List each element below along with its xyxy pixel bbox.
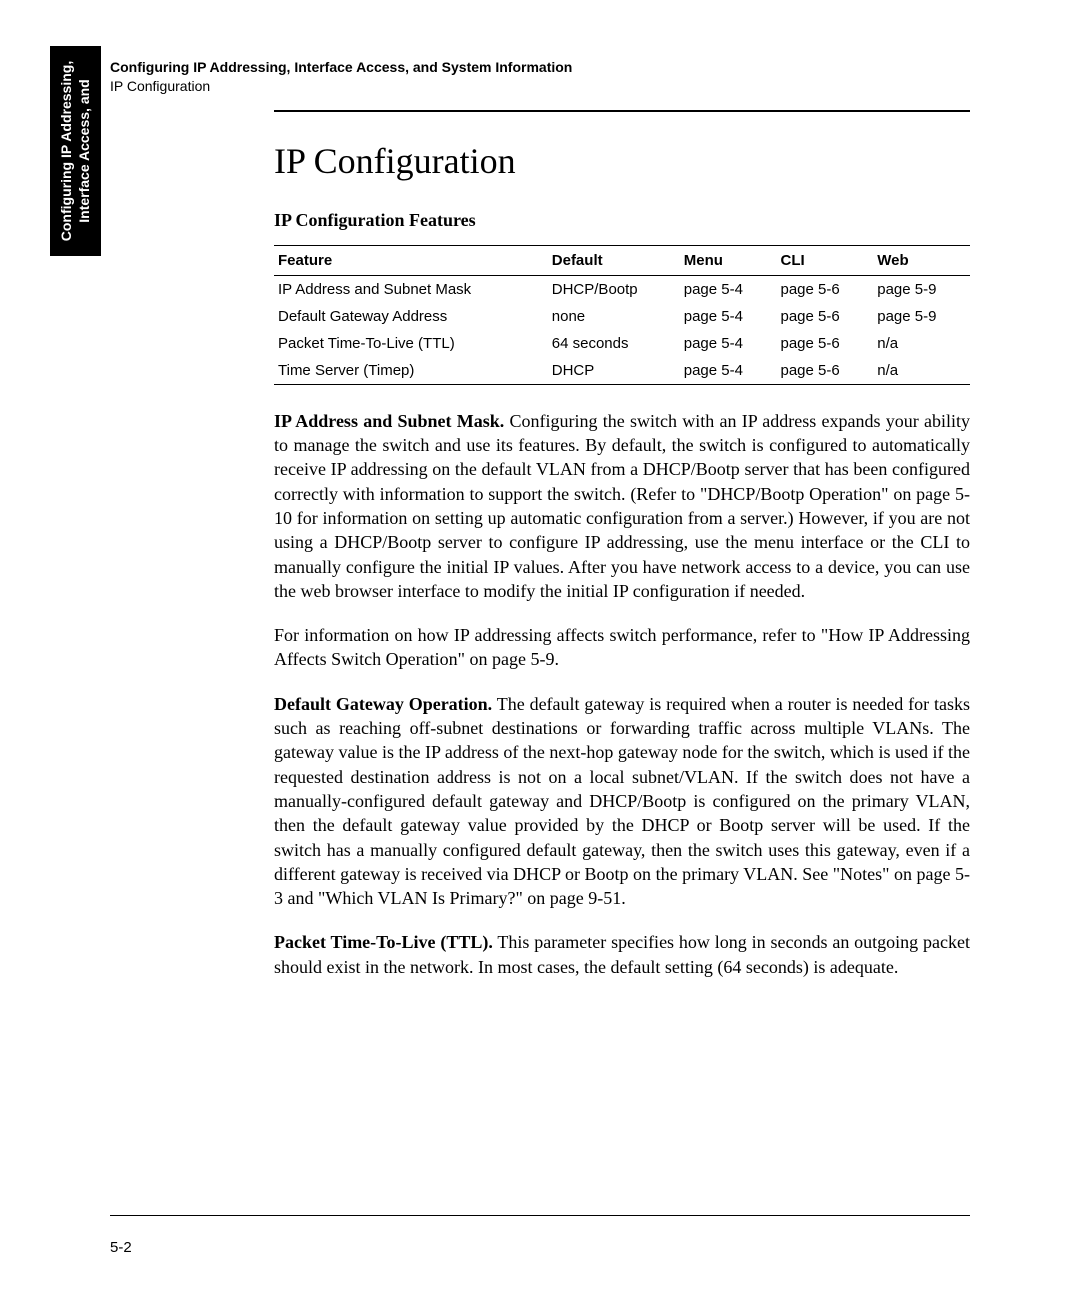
table-cell: Packet Time-To-Live (TTL): [274, 330, 548, 357]
run-in-heading: IP Address and Subnet Mask.: [274, 411, 504, 431]
table-cell: n/a: [873, 330, 970, 357]
side-tab-line2: Interface Access, and: [76, 60, 94, 242]
table-cell: page 5-4: [680, 303, 777, 330]
paragraph-info: For information on how IP addressing aff…: [274, 623, 970, 672]
content-area: IP Configuration IP Configuration Featur…: [274, 140, 970, 979]
running-head: Configuring IP Addressing, Interface Acc…: [110, 58, 970, 96]
table-col-web: Web: [873, 245, 970, 275]
table-cell: page 5-9: [873, 303, 970, 330]
side-tab: Configuring IP Addressing, Interface Acc…: [50, 46, 101, 256]
table-cell: IP Address and Subnet Mask: [274, 275, 548, 303]
table-cell: Time Server (Timep): [274, 357, 548, 385]
table-body: IP Address and Subnet Mask DHCP/Bootp pa…: [274, 275, 970, 384]
table-cell: page 5-9: [873, 275, 970, 303]
table-cell: page 5-4: [680, 357, 777, 385]
table-cell: 64 seconds: [548, 330, 680, 357]
table-col-cli: CLI: [776, 245, 873, 275]
table-row: Default Gateway Address none page 5-4 pa…: [274, 303, 970, 330]
running-head-subtitle: IP Configuration: [110, 77, 970, 96]
table-col-default: Default: [548, 245, 680, 275]
side-tab-line1: Configuring IP Addressing,: [58, 60, 76, 242]
table-cell: page 5-4: [680, 275, 777, 303]
table-cell: page 5-6: [776, 303, 873, 330]
feature-table: Feature Default Menu CLI Web IP Address …: [274, 245, 970, 385]
table-row: IP Address and Subnet Mask DHCP/Bootp pa…: [274, 275, 970, 303]
table-col-feature: Feature: [274, 245, 548, 275]
run-in-heading: Packet Time-To-Live (TTL).: [274, 932, 493, 952]
table-cell: Default Gateway Address: [274, 303, 548, 330]
paragraph-text: Configuring the switch with an IP addres…: [274, 411, 970, 601]
table-col-menu: Menu: [680, 245, 777, 275]
run-in-heading: Default Gateway Operation.: [274, 694, 492, 714]
paragraph-text: For information on how IP addressing aff…: [274, 625, 970, 669]
table-cell: page 5-6: [776, 357, 873, 385]
table-row: Time Server (Timep) DHCP page 5-4 page 5…: [274, 357, 970, 385]
running-head-title: Configuring IP Addressing, Interface Acc…: [110, 58, 970, 77]
page-title: IP Configuration: [274, 140, 970, 182]
header-rule: [274, 110, 970, 112]
paragraph-gateway: Default Gateway Operation. The default g…: [274, 692, 970, 911]
paragraph-ip-address: IP Address and Subnet Mask. Configuring …: [274, 409, 970, 603]
table-cell: DHCP: [548, 357, 680, 385]
table-cell: n/a: [873, 357, 970, 385]
paragraph-text: The default gateway is required when a r…: [274, 694, 970, 908]
paragraph-ttl: Packet Time-To-Live (TTL). This paramete…: [274, 930, 970, 979]
table-row: Packet Time-To-Live (TTL) 64 seconds pag…: [274, 330, 970, 357]
table-cell: page 5-6: [776, 275, 873, 303]
table-caption: IP Configuration Features: [274, 210, 970, 231]
table-cell: none: [548, 303, 680, 330]
table-cell: page 5-4: [680, 330, 777, 357]
page-number: 5-2: [110, 1239, 132, 1256]
table-cell: DHCP/Bootp: [548, 275, 680, 303]
table-header-row: Feature Default Menu CLI Web: [274, 245, 970, 275]
table-cell: page 5-6: [776, 330, 873, 357]
footer-rule: [110, 1215, 970, 1216]
